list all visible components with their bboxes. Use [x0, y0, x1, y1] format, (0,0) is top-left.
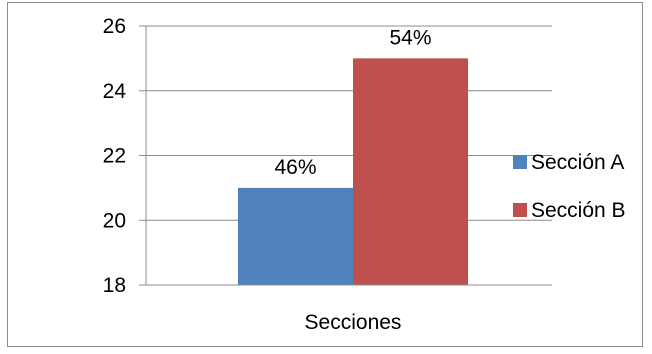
data-label: 54% — [389, 26, 431, 49]
axes — [139, 25, 552, 286]
bar-seccion-a — [238, 187, 353, 285]
chart-frame — [7, 2, 643, 347]
labels: 18 20 22 24 26 46% 54% Secciones — [103, 15, 432, 334]
bar-seccion-b — [353, 58, 468, 285]
y-tick-label: 26 — [103, 15, 126, 38]
y-tick-label: 20 — [103, 209, 126, 232]
legend-label: Sección B — [531, 199, 626, 222]
x-category-label: Secciones — [305, 311, 402, 334]
legend-swatch-seccion-b — [513, 203, 527, 217]
y-tick-label: 18 — [103, 274, 126, 297]
legend-label: Sección A — [531, 151, 624, 174]
legend: Sección A Sección B — [513, 151, 626, 222]
bars — [238, 58, 468, 285]
y-tick-label: 22 — [103, 145, 126, 168]
data-label: 46% — [274, 156, 316, 179]
legend-swatch-seccion-a — [513, 155, 527, 169]
y-tick-label: 24 — [103, 80, 127, 103]
